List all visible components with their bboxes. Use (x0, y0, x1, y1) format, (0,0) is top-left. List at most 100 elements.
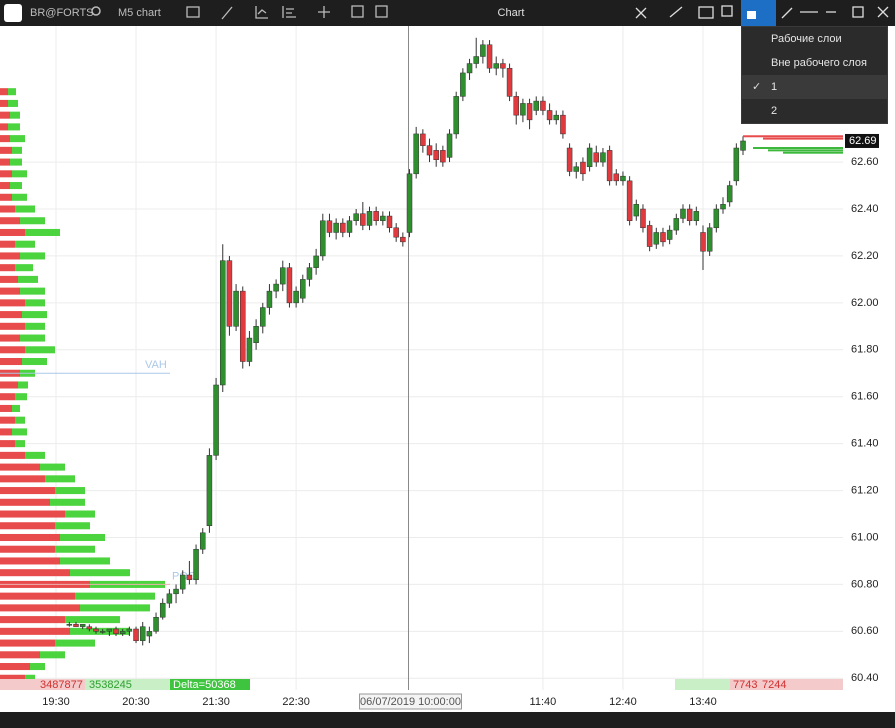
candle-body (153, 617, 159, 632)
candle-body (573, 166, 580, 172)
profile-sell (0, 123, 8, 131)
profile-buy (30, 663, 45, 671)
last-price-box (845, 133, 879, 148)
profile-sell (0, 158, 10, 166)
candle-body (560, 114, 566, 135)
sell-volume: 3487877 (40, 679, 83, 691)
candle-body (360, 213, 366, 226)
candle-body (693, 211, 700, 221)
right-sell: 7743 (733, 679, 757, 691)
candle-body (606, 150, 613, 182)
candle-body (186, 574, 193, 580)
profile-buy (15, 416, 25, 424)
candle-body (620, 175, 626, 182)
x-tick-label: 20:30 (122, 696, 150, 708)
candle-body (386, 215, 393, 229)
y-tick-label: 61.00 (851, 531, 879, 543)
menu-item[interactable]: Вне рабочего слоя (771, 57, 867, 69)
candle-body (139, 626, 146, 641)
profile-buy (20, 334, 45, 342)
profile-buy (15, 393, 27, 401)
candle-body (73, 624, 79, 627)
profile-sell (0, 651, 40, 659)
candle-body (660, 232, 666, 243)
profile-buy (18, 381, 28, 389)
candle-body (580, 161, 586, 175)
right-buy: 7244 (762, 679, 786, 691)
x-tick-label: 12:40 (609, 696, 637, 708)
candle-body (666, 229, 673, 240)
profile-sell (0, 193, 12, 201)
depth-bar (783, 151, 843, 154)
profile-sell (0, 663, 30, 671)
candle-body (206, 455, 213, 527)
profile-buy (8, 99, 18, 107)
profile-buy (12, 170, 27, 178)
right-icons[interactable] (635, 0, 889, 26)
profile-sell (0, 182, 10, 190)
candle-body (506, 67, 513, 97)
candle-body (233, 290, 239, 327)
candle-body (680, 208, 686, 219)
profile-sell (0, 240, 15, 248)
candle-body (133, 628, 139, 641)
plot-area[interactable] (0, 26, 843, 690)
candle-body (513, 96, 519, 116)
profile-buy (10, 111, 20, 119)
candle-body (640, 208, 646, 229)
candle-body (446, 133, 453, 158)
price-axis[interactable] (843, 26, 895, 690)
timeframe[interactable]: M5 chart (118, 7, 161, 19)
tool-icons[interactable] (186, 5, 388, 20)
profile-buy (10, 135, 25, 143)
profile-sell (0, 674, 25, 682)
symbol[interactable]: BR@FORTS (30, 7, 94, 19)
candle-body (426, 145, 433, 156)
profile-sell (0, 275, 18, 283)
profile-sell (0, 135, 10, 143)
profile-buy (60, 533, 105, 542)
candle-body (400, 236, 406, 243)
stats-left-green (85, 679, 170, 690)
candle-body (726, 185, 733, 203)
profile-buy (55, 522, 90, 530)
candle-body (86, 626, 93, 630)
candle-body (366, 211, 373, 226)
profile-sell (0, 463, 40, 471)
delta: Delta=50368 (173, 679, 236, 691)
profile-sell (0, 111, 10, 119)
profile-sell (0, 627, 70, 635)
candle-body (346, 220, 353, 233)
candle-body (159, 602, 166, 618)
candle-body (146, 631, 153, 637)
menu-item[interactable]: ✓2 (742, 99, 887, 123)
candle-body (99, 631, 106, 633)
menu-item[interactable]: Рабочие слои (771, 33, 842, 45)
candle-body (413, 133, 419, 175)
profile-sell (0, 170, 12, 178)
menu-item[interactable]: ✓ 1 (742, 75, 887, 99)
candle-body (340, 222, 346, 233)
plot: 60.40 60.60 60.80 61.00 61.20 61.40 61.60 61.80… (0, 26, 879, 710)
search-icon[interactable] (91, 6, 101, 16)
profile-buy (40, 463, 65, 471)
profile-sell (0, 404, 12, 412)
y-tick-label: 61.80 (851, 344, 879, 356)
profile-buy (20, 287, 45, 295)
profile-sell (0, 228, 25, 236)
candle-body (306, 267, 313, 280)
profile-sell (0, 569, 70, 577)
profile-buy (12, 146, 22, 154)
depth-bar (753, 147, 843, 150)
menu-item-label: 1 (771, 81, 778, 93)
app-logo[interactable] (4, 4, 22, 22)
profile-sell (0, 557, 60, 565)
candle-body (333, 222, 339, 233)
profile-sell (0, 334, 20, 342)
profile-buy (25, 299, 45, 307)
candle-body (566, 147, 573, 172)
profile-sell (0, 545, 55, 553)
scrollbar[interactable] (0, 712, 895, 728)
profile-sell (0, 264, 15, 272)
